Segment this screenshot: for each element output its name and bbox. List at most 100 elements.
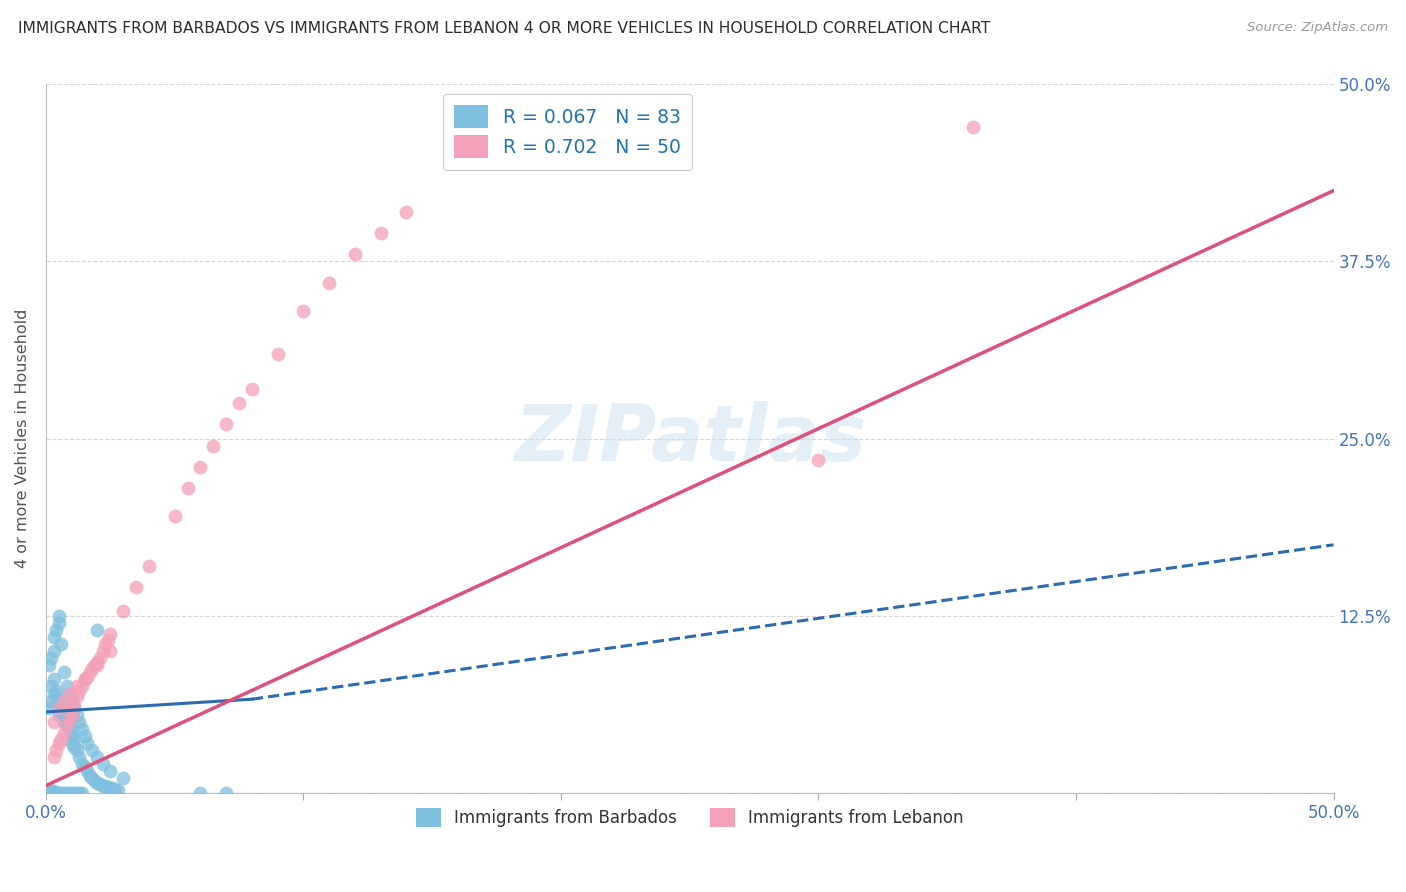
Point [51, 698, 73, 712]
Point [86, 623, 108, 637]
Point [51, 637, 73, 651]
Point [58, 686, 80, 700]
Point [60, 722, 83, 736]
Point [202, 439, 225, 453]
Point [63, 731, 86, 746]
Point [48, 786, 70, 800]
Point [69, 683, 91, 698]
Point [73, 673, 96, 687]
Point [42, 714, 65, 729]
Point [48, 707, 70, 722]
Point [60, 786, 83, 800]
Point [69, 714, 91, 729]
Point [45, 743, 67, 757]
Point [89, 651, 111, 665]
Point [60, 700, 83, 714]
Point [66, 680, 89, 694]
Point [66, 707, 89, 722]
Point [107, 782, 129, 797]
Point [83, 658, 105, 673]
Point [98, 781, 121, 796]
Point [39, 651, 62, 665]
Point [48, 700, 70, 714]
Point [53, 693, 76, 707]
Point [91, 757, 114, 772]
Point [98, 764, 121, 779]
Point [267, 346, 290, 360]
Point [86, 656, 108, 670]
Point [73, 673, 96, 687]
Point [63, 698, 86, 712]
Point [60, 693, 83, 707]
Point [70, 680, 93, 694]
Point [60, 707, 83, 722]
Point [58, 786, 80, 800]
Point [215, 417, 238, 432]
Point [55, 717, 77, 731]
Point [69, 786, 91, 800]
Point [104, 782, 127, 797]
Point [42, 630, 65, 644]
Point [38, 700, 60, 714]
Point [60, 736, 83, 750]
Point [94, 637, 117, 651]
Point [53, 714, 76, 729]
Point [58, 714, 80, 729]
Point [91, 779, 114, 793]
Point [42, 686, 65, 700]
Point [42, 673, 65, 687]
Point [69, 750, 91, 764]
Point [138, 559, 160, 574]
Point [58, 722, 80, 736]
Point [125, 580, 148, 594]
Point [55, 680, 77, 694]
Point [48, 615, 70, 630]
Text: IMMIGRANTS FROM BARBADOS VS IMMIGRANTS FROM LEBANON 4 OR MORE VEHICLES IN HOUSEH: IMMIGRANTS FROM BARBADOS VS IMMIGRANTS F… [18, 21, 991, 36]
Point [38, 782, 60, 797]
Y-axis label: 4 or more Vehicles in Household: 4 or more Vehicles in Household [15, 309, 30, 568]
Point [53, 707, 76, 722]
Point [91, 644, 114, 658]
Point [39, 680, 62, 694]
Point [45, 683, 67, 698]
Point [112, 772, 135, 786]
Point [45, 623, 67, 637]
Point [63, 786, 86, 800]
Point [86, 658, 108, 673]
Point [42, 750, 65, 764]
Point [42, 786, 65, 800]
Point [51, 786, 73, 800]
Point [98, 644, 121, 658]
Point [51, 704, 73, 718]
Point [82, 772, 104, 786]
Point [53, 665, 76, 680]
Point [807, 452, 830, 467]
Point [60, 729, 83, 743]
Point [112, 604, 135, 618]
Point [63, 740, 86, 755]
Point [76, 669, 98, 683]
Point [48, 693, 70, 707]
Point [70, 722, 93, 736]
Point [97, 780, 120, 794]
Point [82, 661, 104, 675]
Point [66, 690, 89, 704]
Point [45, 786, 67, 800]
Point [48, 608, 70, 623]
Point [94, 779, 117, 793]
Point [86, 776, 108, 790]
Point [190, 786, 212, 800]
Point [176, 481, 198, 495]
Point [55, 717, 77, 731]
Point [395, 205, 418, 219]
Point [73, 760, 96, 774]
Point [89, 777, 111, 791]
Point [55, 712, 77, 726]
Point [48, 700, 70, 714]
Point [190, 459, 212, 474]
Point [42, 644, 65, 658]
Point [48, 736, 70, 750]
Point [51, 731, 73, 746]
Point [39, 784, 62, 798]
Point [38, 786, 60, 800]
